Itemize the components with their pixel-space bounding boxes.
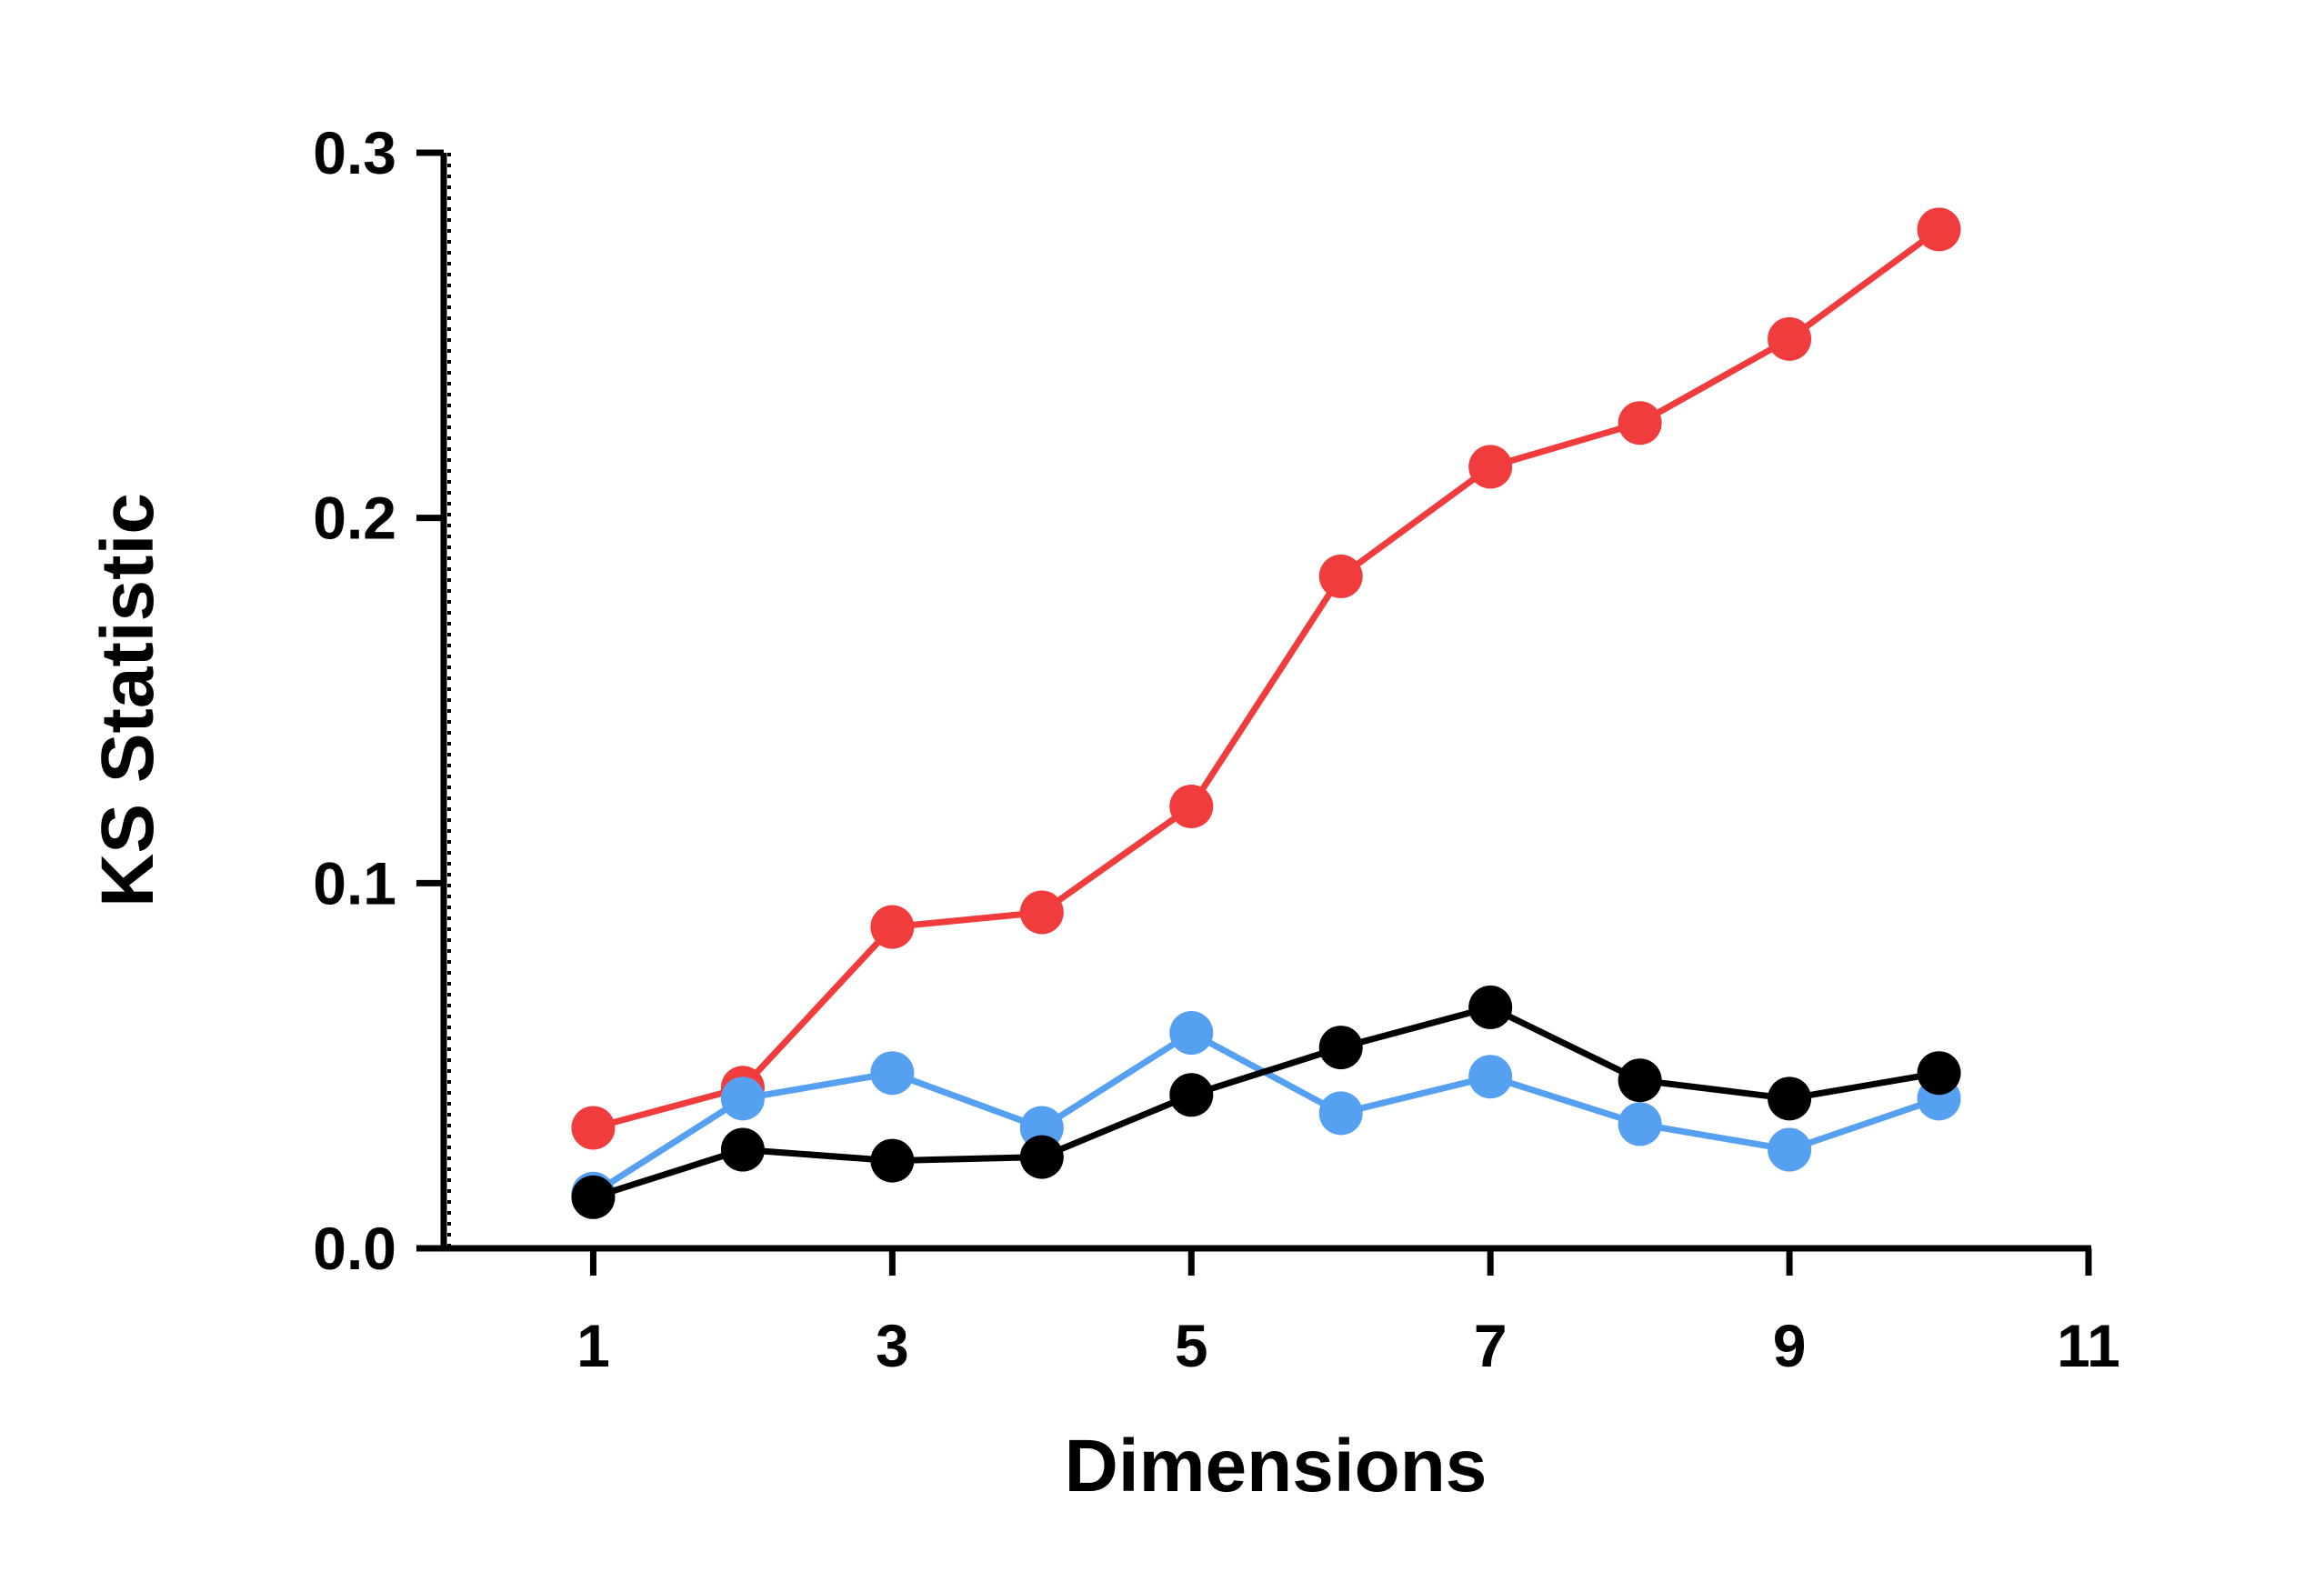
data-point <box>1468 445 1513 489</box>
series-line <box>591 1029 1940 1197</box>
data-point <box>1917 207 1961 252</box>
x-tick-label: 1 <box>576 1312 610 1379</box>
data-point <box>1468 985 1513 1029</box>
data-point <box>1318 1091 1363 1136</box>
data-point <box>1318 554 1363 598</box>
series-line <box>592 226 1941 1131</box>
data-point <box>1019 890 1064 935</box>
data-point <box>571 1175 616 1219</box>
data-point <box>1618 401 1662 446</box>
data-point <box>1917 1051 1961 1096</box>
data-point <box>1019 1135 1064 1179</box>
data-point <box>870 1138 915 1183</box>
series-layer <box>571 207 1961 1219</box>
y-tick-label: 0.2 <box>313 485 396 552</box>
data-point <box>870 1051 915 1096</box>
x-tick-label: 9 <box>1773 1312 1807 1379</box>
x-tick-label: 7 <box>1474 1312 1508 1379</box>
data-point <box>1768 1127 1812 1172</box>
data-point <box>720 1076 765 1121</box>
y-tick-label: 0.0 <box>313 1215 396 1282</box>
x-tick-label: 5 <box>1175 1312 1208 1379</box>
data-point <box>1618 1102 1662 1146</box>
x-tick-label: 11 <box>2057 1312 2120 1379</box>
axes: 0.0 0.1 0.2 0.3 1 3 5 7 9 11 <box>313 119 2120 1379</box>
data-point <box>1169 784 1214 828</box>
data-point <box>1768 1076 1812 1121</box>
y-tick-label: 0.1 <box>313 849 396 916</box>
data-point <box>870 905 915 949</box>
data-point <box>1768 316 1812 361</box>
data-point <box>1169 1011 1214 1056</box>
series-3 <box>571 985 1961 1219</box>
x-tick-label: 3 <box>876 1312 909 1379</box>
series-2 <box>571 1011 1961 1216</box>
y-tick-label: 0.3 <box>313 119 396 186</box>
y-axis-title: KS Statistic <box>86 493 169 907</box>
data-point <box>720 1127 765 1172</box>
series-1 <box>571 207 1961 1150</box>
series-line <box>592 1004 1940 1201</box>
x-axis-title: Dimensions <box>1065 1425 1488 1507</box>
data-point <box>571 1106 616 1150</box>
data-point <box>1318 1026 1363 1070</box>
data-point <box>1169 1073 1214 1117</box>
data-point <box>1468 1055 1513 1099</box>
data-point <box>1618 1058 1662 1103</box>
